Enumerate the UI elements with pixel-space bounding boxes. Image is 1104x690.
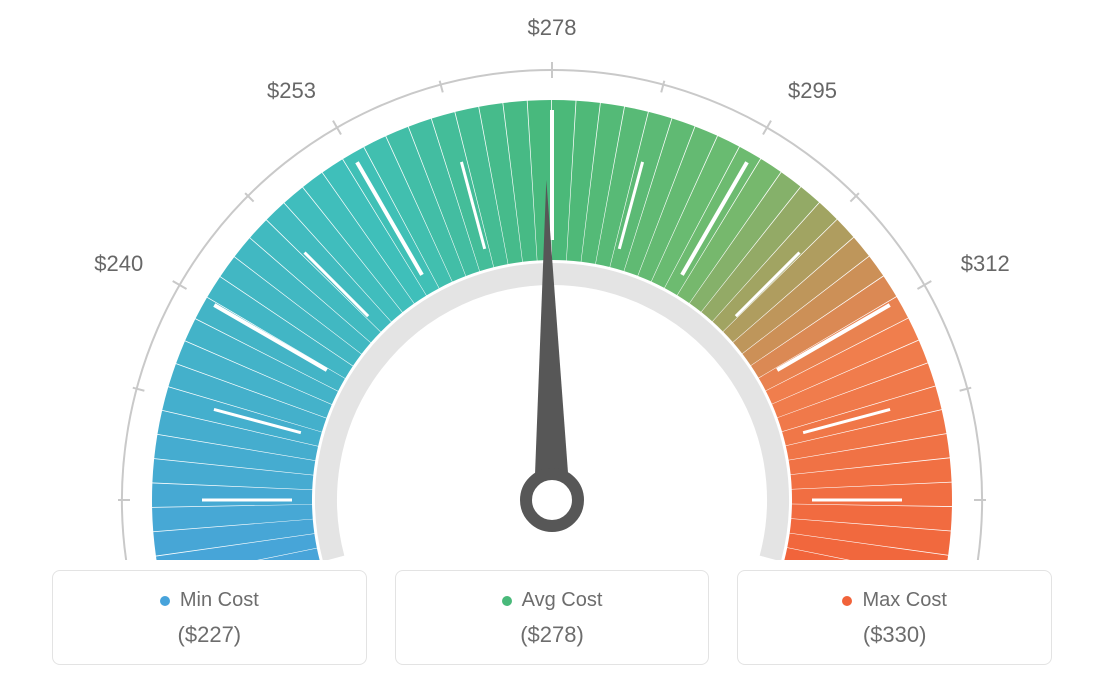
legend-max-title: Max Cost	[842, 589, 946, 612]
legend-avg-label: Avg Cost	[522, 589, 603, 612]
legend-max-value: ($330)	[748, 622, 1041, 648]
legend-avg-card: Avg Cost ($278)	[395, 570, 710, 665]
legend-avg-dot	[502, 596, 512, 606]
legend-min-value: ($227)	[63, 622, 356, 648]
legend-row: Min Cost ($227) Avg Cost ($278) Max Cost…	[52, 570, 1052, 665]
gauge-tick-label: $312	[961, 251, 1010, 276]
legend-min-label: Min Cost	[180, 589, 259, 612]
legend-max-card: Max Cost ($330)	[737, 570, 1052, 665]
gauge-tick-label: $278	[528, 15, 577, 40]
gauge-chart: $227$240$253$278$295$312$330	[0, 0, 1104, 560]
gauge-svg: $227$240$253$278$295$312$330	[0, 0, 1104, 560]
legend-avg-value: ($278)	[406, 622, 699, 648]
legend-avg-title: Avg Cost	[502, 589, 603, 612]
legend-max-label: Max Cost	[862, 589, 946, 612]
legend-min-card: Min Cost ($227)	[52, 570, 367, 665]
legend-min-title: Min Cost	[160, 589, 259, 612]
gauge-tick-label: $253	[267, 78, 316, 103]
gauge-tick-label: $295	[788, 78, 837, 103]
legend-max-dot	[842, 596, 852, 606]
gauge-tick-label: $240	[94, 251, 143, 276]
legend-min-dot	[160, 596, 170, 606]
gauge-hub	[526, 474, 578, 526]
